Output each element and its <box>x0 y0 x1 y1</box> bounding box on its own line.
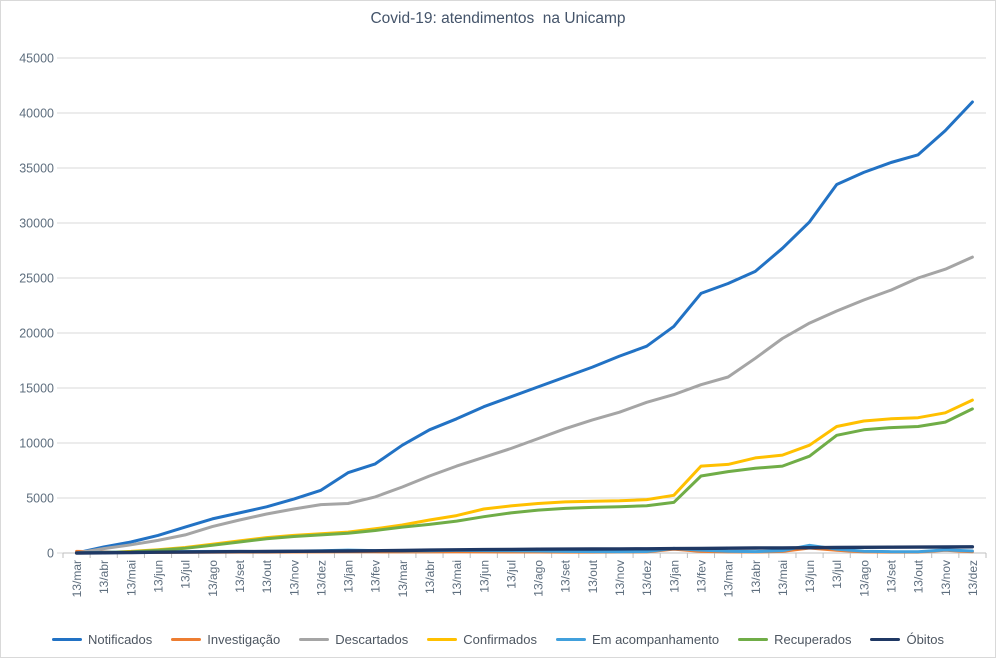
legend-item-investigacao: Investigação <box>171 632 280 647</box>
legend-item-confirmados: Confirmados <box>427 632 537 647</box>
legend-item-notificados: Notificados <box>51 632 153 647</box>
x-axis-label: 13/jan <box>667 560 681 593</box>
x-axis-label: 13/dez <box>966 560 980 596</box>
series-line-descartados <box>75 255 974 555</box>
legend-label: Descartados <box>335 632 409 647</box>
legend-swatch-confirmados <box>427 637 458 642</box>
x-axis-label: 13/jun <box>152 560 166 593</box>
x-axis-label: 13/set <box>559 559 573 592</box>
y-axis-label: 25000 <box>19 272 54 286</box>
legend-item-obitos: Óbitos <box>870 632 944 647</box>
x-axis-label: 13/ago <box>206 560 220 597</box>
x-axis-label: 13/fev <box>369 560 383 593</box>
x-axis-label: 13/ago <box>857 560 871 597</box>
legend-swatch-obitos <box>870 637 901 642</box>
legend-swatch-em-acompanhamento <box>555 637 586 642</box>
legend-label: Recuperados <box>774 632 852 647</box>
x-axis-label: 13/dez <box>640 560 654 596</box>
x-axis-label: 13/abr <box>97 560 111 594</box>
x-axis-label: 13/mar <box>396 560 410 597</box>
y-axis-label: 20000 <box>19 327 54 341</box>
x-axis-label: 13/set <box>884 559 898 592</box>
legend-swatch-recuperados <box>738 637 769 642</box>
x-axis-label: 13/mai <box>776 560 790 596</box>
x-axis-label: 13/mai <box>450 560 464 596</box>
y-axis-label: 40000 <box>19 107 54 121</box>
legend-swatch-investigacao <box>171 637 202 642</box>
x-axis-label: 13/nov <box>287 560 301 596</box>
x-axis-label: 13/out <box>260 559 274 593</box>
x-axis-label: 13/jul <box>830 560 844 589</box>
x-axis-label: 13/jan <box>342 560 356 593</box>
series-line-obitos <box>74 545 975 555</box>
x-axis-label: 13/fev <box>694 560 708 593</box>
series-line-confirmados <box>75 398 974 555</box>
x-axis-label: 13/abr <box>749 560 763 594</box>
legend-swatch-notificados <box>51 637 82 642</box>
legend-swatch-descartados <box>299 637 330 642</box>
legend-label: Em acompanhamento <box>591 632 720 647</box>
legend-item-em-acompanhamento: Em acompanhamento <box>555 632 720 647</box>
y-axis-label: 30000 <box>19 217 54 231</box>
x-axis-label: 13/ago <box>532 560 546 597</box>
x-axis-label: 13/mar <box>722 560 736 597</box>
x-axis-label: 13/jul <box>504 560 518 589</box>
chart-legend: Notificados Investigação Descartados Confir… <box>1 632 995 647</box>
y-axis-label: 0 <box>47 547 54 561</box>
x-axis-label: 13/jun <box>803 560 817 593</box>
x-axis-label: 13/abr <box>423 560 437 594</box>
y-axis-label: 5000 <box>26 492 54 506</box>
x-axis-label: 13/out <box>586 559 600 593</box>
series-line-notificados <box>75 100 974 555</box>
x-axis-label: 13/jul <box>179 560 193 589</box>
x-axis-label: 13/nov <box>613 560 627 596</box>
x-axis-label: 13/nov <box>939 560 953 596</box>
x-axis-label: 13/out <box>912 559 926 593</box>
legend-item-descartados: Descartados <box>299 632 408 647</box>
x-axis-label: 13/mai <box>124 560 138 596</box>
plot-area: 0 5000 10000 15000 20000 25000 30000 35000 40000… <box>19 52 987 597</box>
legend-label: Óbitos <box>906 632 945 647</box>
x-axis-label: 13/mar <box>70 560 84 597</box>
legend-label: Notificados <box>87 632 153 647</box>
y-axis-label: 10000 <box>19 437 54 451</box>
legend-item-recuperados: Recuperados <box>738 632 851 647</box>
x-axis-label: 13/jun <box>477 560 491 593</box>
x-axis-label: 13/set <box>233 559 247 592</box>
x-axis-label: 13/dez <box>314 560 328 596</box>
legend-label: Investigação <box>207 632 281 647</box>
y-axis-label: 45000 <box>19 52 54 66</box>
chart-title: Covid-19: atendimentos na Unicamp <box>370 10 626 27</box>
y-axis-label: 15000 <box>19 382 54 396</box>
series-line-recuperados <box>75 407 974 555</box>
legend-label: Confirmados <box>463 632 537 647</box>
y-axis-label: 35000 <box>19 162 54 176</box>
